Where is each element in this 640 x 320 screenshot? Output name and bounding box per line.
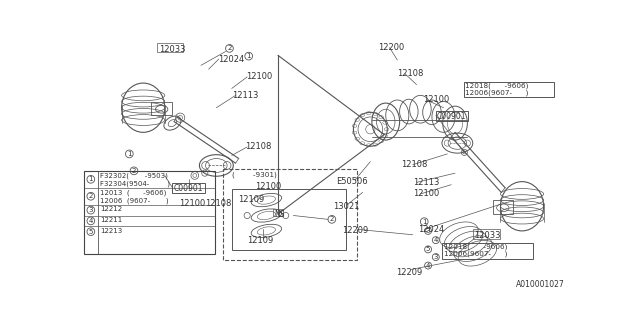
Circle shape xyxy=(87,206,95,214)
Text: 12033: 12033 xyxy=(159,44,185,53)
Text: 12109: 12109 xyxy=(238,195,264,204)
Bar xyxy=(442,243,533,259)
Text: A010001027: A010001027 xyxy=(516,280,564,289)
Text: C00901: C00901 xyxy=(436,112,466,121)
Bar xyxy=(273,209,284,216)
Circle shape xyxy=(433,254,439,260)
Text: 5: 5 xyxy=(426,246,430,252)
Bar xyxy=(232,188,346,250)
Text: 12018(      -9606): 12018( -9606) xyxy=(444,244,507,251)
Text: 12006(9607-      ): 12006(9607- ) xyxy=(444,251,507,257)
Circle shape xyxy=(125,150,133,158)
Text: 12024: 12024 xyxy=(218,55,244,64)
Text: 12100: 12100 xyxy=(255,182,281,191)
Text: 12108: 12108 xyxy=(401,160,428,169)
Bar xyxy=(463,82,554,97)
Text: 4: 4 xyxy=(89,218,93,224)
Text: 3: 3 xyxy=(433,254,438,260)
Text: 4: 4 xyxy=(426,262,430,268)
Circle shape xyxy=(433,237,439,244)
Text: 12108: 12108 xyxy=(397,69,424,78)
Text: F32302(       -9503): F32302( -9503) xyxy=(100,172,168,179)
Text: 12024: 12024 xyxy=(418,225,444,234)
Text: 12100: 12100 xyxy=(246,72,273,81)
Circle shape xyxy=(328,215,336,223)
Bar xyxy=(473,229,500,239)
Text: 2: 2 xyxy=(330,216,334,222)
Text: 2: 2 xyxy=(89,193,93,199)
Circle shape xyxy=(424,262,431,269)
Circle shape xyxy=(225,44,234,52)
Circle shape xyxy=(87,228,95,236)
Circle shape xyxy=(130,167,138,175)
Text: 12212: 12212 xyxy=(100,206,122,212)
Text: 12018(      -9606): 12018( -9606) xyxy=(465,82,529,89)
Text: 12209: 12209 xyxy=(396,268,422,277)
Text: 12100: 12100 xyxy=(422,95,449,104)
Text: 2: 2 xyxy=(132,168,136,174)
Text: 12113: 12113 xyxy=(232,91,259,100)
Text: 3: 3 xyxy=(426,228,430,234)
Text: 1: 1 xyxy=(127,151,132,157)
Bar xyxy=(84,171,215,254)
Bar xyxy=(223,169,357,260)
Text: 12006(9607-      ): 12006(9607- ) xyxy=(465,89,529,96)
Text: 12100: 12100 xyxy=(413,189,439,198)
Bar xyxy=(172,183,205,193)
Text: 4: 4 xyxy=(434,237,438,243)
Circle shape xyxy=(87,192,95,200)
Text: 2: 2 xyxy=(227,45,232,52)
Text: 12108: 12108 xyxy=(245,142,271,151)
Circle shape xyxy=(245,52,253,60)
Text: 5: 5 xyxy=(89,229,93,235)
Text: 12033: 12033 xyxy=(474,231,500,240)
Circle shape xyxy=(424,228,431,234)
Text: 1: 1 xyxy=(88,176,93,182)
Bar xyxy=(157,43,183,52)
Circle shape xyxy=(87,217,95,225)
Circle shape xyxy=(420,218,428,226)
Text: 12006  (9607-       ): 12006 (9607- ) xyxy=(100,197,169,204)
Bar xyxy=(493,200,513,214)
Bar xyxy=(151,101,172,116)
Text: 12211: 12211 xyxy=(100,217,122,223)
Text: 12213: 12213 xyxy=(100,228,122,234)
Circle shape xyxy=(424,246,431,253)
Text: 12108: 12108 xyxy=(205,198,231,208)
Bar xyxy=(436,111,468,121)
Circle shape xyxy=(87,175,95,183)
Text: 1: 1 xyxy=(422,219,426,225)
Text: C00901: C00901 xyxy=(173,184,203,193)
Text: 12113: 12113 xyxy=(413,178,439,187)
Text: 12209: 12209 xyxy=(342,226,368,235)
Text: 12200: 12200 xyxy=(378,43,404,52)
Text: 12109: 12109 xyxy=(247,236,273,245)
Text: F32304(9504-        ): F32304(9504- ) xyxy=(100,180,170,187)
Text: E50506: E50506 xyxy=(336,177,367,186)
Text: 13021: 13021 xyxy=(333,202,359,211)
Text: (        -9301): ( -9301) xyxy=(232,172,276,178)
Text: NS: NS xyxy=(274,210,285,219)
Text: 3: 3 xyxy=(88,207,93,213)
Text: 1: 1 xyxy=(246,53,251,59)
Text: 12100: 12100 xyxy=(179,198,205,208)
Text: 12013  (      -9606): 12013 ( -9606) xyxy=(100,189,166,196)
